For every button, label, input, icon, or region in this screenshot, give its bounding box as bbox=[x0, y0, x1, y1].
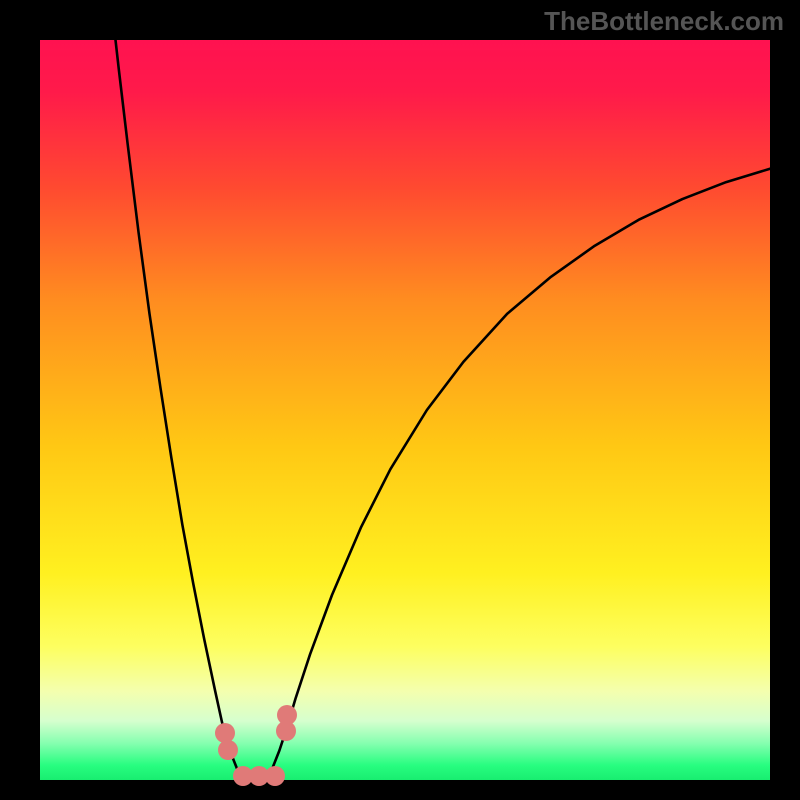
plot-area bbox=[40, 40, 770, 780]
marker-dot bbox=[218, 740, 238, 760]
watermark-text: TheBottleneck.com bbox=[544, 6, 784, 37]
chart-stage: TheBottleneck.com bbox=[0, 0, 800, 800]
curve-overlay bbox=[40, 40, 770, 780]
marker-dot bbox=[277, 705, 297, 725]
bottleneck-curve bbox=[113, 18, 770, 780]
marker-dot bbox=[265, 766, 285, 786]
